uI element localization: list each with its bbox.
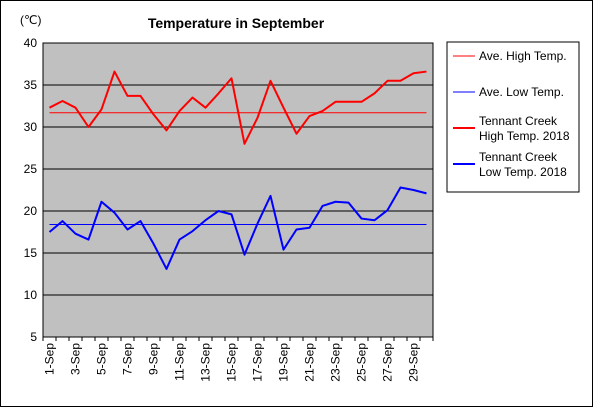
- y-axis: 5 10 15 20 25 30 35 40: [24, 36, 38, 344]
- y-tick-label: 30: [24, 120, 38, 134]
- y-tick-label: 25: [24, 162, 38, 176]
- series-line-4: [48, 186, 427, 270]
- y-tick-label: 20: [24, 204, 38, 218]
- x-tick-label: 29-Sep: [407, 343, 421, 382]
- gridlines: [43, 84, 433, 296]
- x-tick-label: 19-Sep: [277, 343, 291, 382]
- x-tick-label: 1-Sep: [43, 343, 57, 375]
- legend-items: Ave. High Temp. Ave. Low Temp. Tennant Cre…: [453, 49, 570, 179]
- x-tick-label: 15-Sep: [225, 343, 239, 382]
- y-tick-label: 40: [24, 36, 38, 50]
- x-tick-label: 3-Sep: [69, 343, 83, 375]
- legend-label: Ave. High Temp.: [479, 49, 567, 63]
- x-tick-label: 27-Sep: [381, 343, 395, 382]
- x-tick-label: 25-Sep: [355, 343, 369, 382]
- y-tick-label: 5: [30, 330, 37, 344]
- series-line-3: [49, 70, 427, 145]
- legend-label: Tennant Creek: [479, 114, 558, 128]
- series-lines: [48, 70, 427, 270]
- legend-label: Low Temp. 2018: [479, 165, 567, 179]
- plot-area: [42, 42, 434, 338]
- x-tick-label: 13-Sep: [199, 343, 213, 382]
- y-tick-label: 10: [24, 288, 38, 302]
- x-tick-label: 17-Sep: [251, 343, 265, 382]
- chart-title: Temperature in September: [148, 15, 325, 31]
- x-tick-label: 5-Sep: [95, 343, 109, 375]
- legend: [446, 41, 580, 193]
- x-tick-label: 23-Sep: [329, 343, 343, 382]
- x-tick-label: 7-Sep: [121, 343, 135, 375]
- y-axis-label: (℃): [20, 13, 41, 27]
- y-tick-label: 35: [24, 78, 38, 92]
- x-tick-label: 21-Sep: [303, 343, 317, 382]
- x-axis: 1-Sep 3-Sep 5-Sep 7-Sep 9-Sep 11-Sep 13-Sep 15-…: [42, 337, 434, 382]
- y-tick-label: 15: [24, 246, 38, 260]
- legend-label: Tennant Creek: [479, 150, 558, 164]
- x-tick-label: 9-Sep: [147, 343, 161, 375]
- x-tick-label: 11-Sep: [173, 343, 187, 381]
- legend-label: High Temp. 2018: [479, 129, 570, 143]
- legend-label: Ave. Low Temp.: [479, 85, 564, 99]
